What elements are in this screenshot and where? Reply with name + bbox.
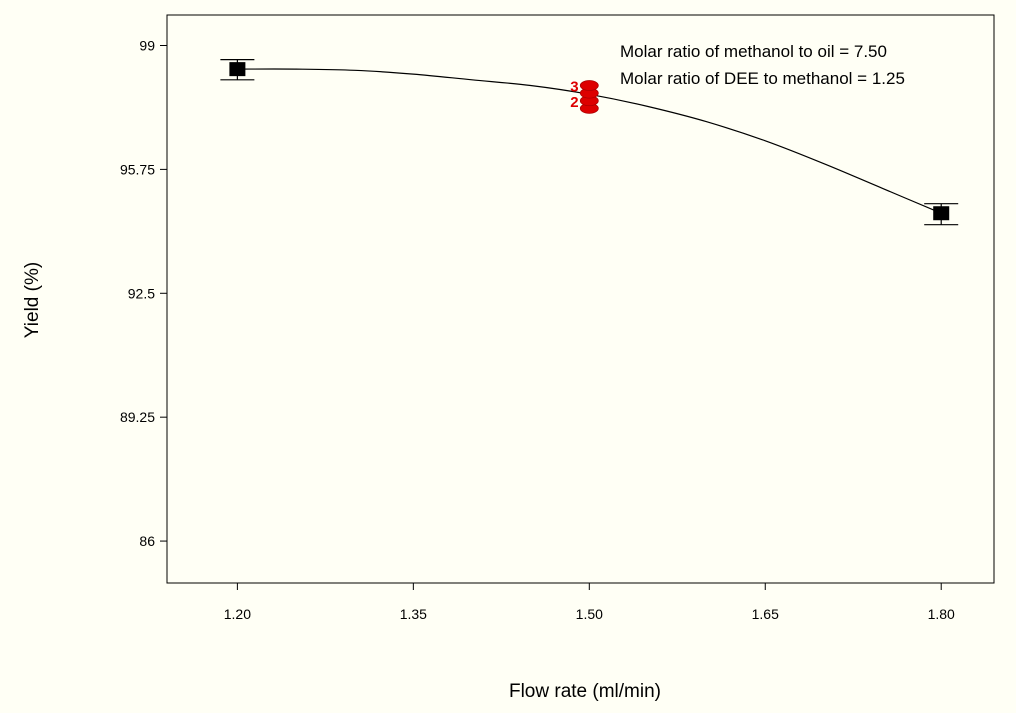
design-point-marker <box>933 206 950 221</box>
design-point-marker <box>229 62 246 77</box>
x-tick-label: 1.50 <box>576 606 603 622</box>
center-point-count-label: 3 <box>570 79 578 96</box>
center-point-count-label: 2 <box>570 94 578 111</box>
y-tick-label: 92.5 <box>128 285 155 301</box>
y-tick-label: 89.25 <box>120 409 155 425</box>
annotation-line-1: Molar ratio of methanol to oil = 7.50 <box>620 42 887 61</box>
y-axis-label: Yield (%) <box>22 262 43 338</box>
center-point-marker <box>579 80 599 91</box>
x-tick-label: 1.65 <box>752 606 779 622</box>
plot-area <box>166 14 995 584</box>
x-tick-label: 1.35 <box>400 606 427 622</box>
y-tick-label: 86 <box>139 533 155 549</box>
y-axis: 86 89.25 92.5 95.75 99 <box>120 37 167 549</box>
design-points <box>220 59 959 226</box>
x-axis-label: Flow rate (ml/min) <box>509 681 661 702</box>
x-axis: 1.20 1.35 1.50 1.65 1.80 <box>224 583 955 622</box>
x-tick-label: 1.20 <box>224 606 251 622</box>
x-tick-label: 1.80 <box>928 606 955 622</box>
y-tick-label: 95.75 <box>120 161 155 177</box>
center-points: 23 <box>570 79 599 114</box>
y-tick-label: 99 <box>139 37 155 53</box>
annotation-line-2: Molar ratio of DEE to methanol = 1.25 <box>620 69 905 88</box>
